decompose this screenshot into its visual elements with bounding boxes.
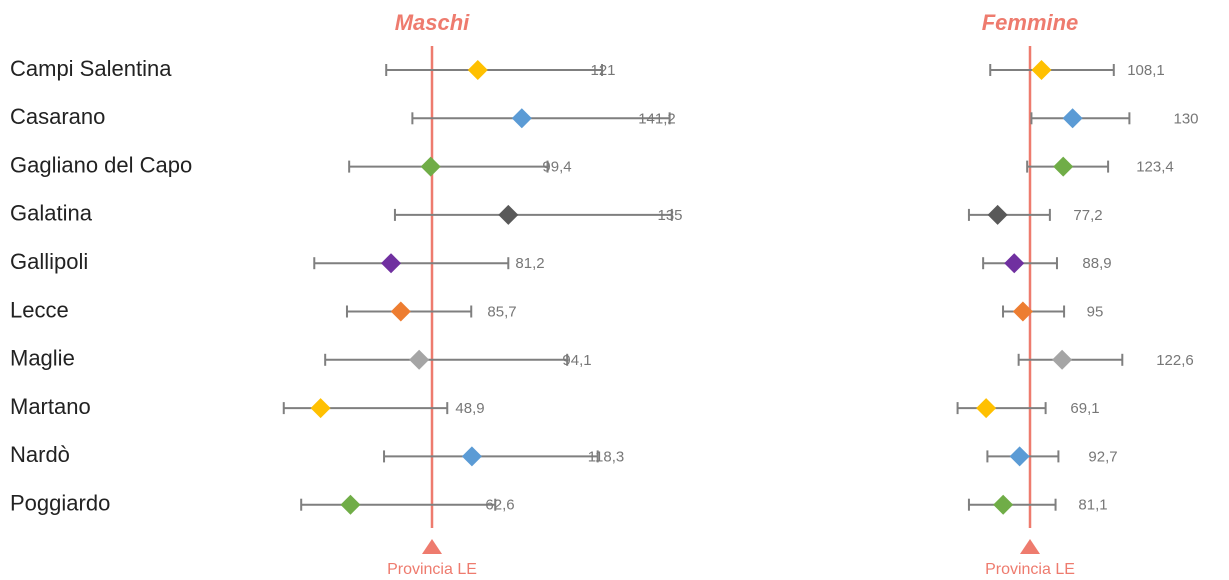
data-row: 92,7: [986, 446, 1118, 467]
data-row: 135: [393, 204, 683, 225]
value-label: 121: [590, 62, 615, 79]
point-marker: [1004, 253, 1025, 274]
value-label: 81,1: [1078, 497, 1107, 514]
point-marker: [390, 301, 411, 322]
category-label: Casarano: [10, 104, 105, 129]
point-marker: [1052, 349, 1073, 370]
data-row: 95: [1002, 301, 1104, 322]
panel-title: Femmine: [982, 10, 1079, 35]
value-label: 62,6: [485, 497, 514, 514]
point-marker: [1012, 301, 1033, 322]
category-label: Nardò: [10, 442, 70, 467]
value-label: 123,4: [1136, 159, 1174, 176]
value-label: 94,1: [562, 352, 591, 369]
point-marker: [511, 108, 532, 129]
data-row: 123,4: [1026, 156, 1174, 177]
value-label: 99,4: [542, 159, 571, 176]
value-label: 77,2: [1073, 207, 1102, 224]
data-row: 141,2: [411, 108, 676, 129]
point-marker: [498, 204, 519, 225]
data-row: 130: [1030, 108, 1199, 129]
value-label: 48,9: [455, 400, 484, 417]
reference-marker: [422, 539, 442, 554]
category-label: Lecce: [10, 297, 69, 322]
category-labels: Campi Salentina Casarano Gagliano del Capo…: [10, 56, 192, 516]
point-marker: [409, 349, 430, 370]
value-label: 92,7: [1088, 448, 1117, 465]
point-marker: [467, 60, 488, 80]
value-label: 135: [657, 207, 682, 224]
point-marker: [987, 204, 1008, 225]
point-marker: [1062, 108, 1083, 129]
data-row: 62,6: [300, 494, 515, 515]
point-marker: [310, 398, 331, 419]
data-row: 121: [385, 60, 616, 80]
reference-label: Provincia LE: [985, 561, 1075, 578]
panel-title: Maschi: [395, 10, 470, 35]
panel-maschi: Maschi Provincia LE 121 141,2 99,4 135 81,2 85,…: [282, 10, 683, 578]
data-row: 88,9: [982, 253, 1112, 274]
category-label: Galatina: [10, 201, 93, 226]
value-label: 141,2: [638, 110, 676, 127]
value-label: 95: [1087, 303, 1104, 320]
point-marker: [976, 398, 997, 419]
data-row: 108,1: [989, 60, 1165, 80]
reference-marker: [1020, 539, 1040, 554]
point-marker: [381, 253, 402, 274]
category-label: Poggiardo: [10, 491, 110, 516]
data-row: 81,2: [313, 253, 545, 274]
point-marker: [461, 446, 482, 467]
data-row: 85,7: [345, 301, 517, 322]
data-row: 81,1: [967, 494, 1108, 515]
value-label: 118,3: [588, 448, 624, 465]
category-label: Maglie: [10, 346, 75, 371]
data-row: 99,4: [348, 156, 572, 177]
reference-label: Provincia LE: [387, 561, 477, 578]
category-label: Gagliano del Capo: [10, 152, 192, 177]
category-label: Gallipoli: [10, 249, 88, 274]
point-marker: [1009, 446, 1030, 467]
data-row: 118,3: [383, 446, 624, 467]
point-marker: [1053, 156, 1074, 177]
point-marker: [420, 156, 441, 177]
point-marker: [993, 494, 1014, 515]
data-row: 77,2: [967, 204, 1103, 225]
data-row: 48,9: [282, 398, 485, 419]
category-label: Martano: [10, 394, 91, 419]
data-row: 122,6: [1017, 349, 1194, 370]
value-label: 88,9: [1082, 255, 1111, 272]
value-label: 69,1: [1070, 400, 1099, 417]
point-marker: [340, 494, 361, 515]
value-label: 81,2: [515, 255, 544, 272]
value-label: 130: [1173, 110, 1198, 127]
data-row: 69,1: [956, 398, 1100, 419]
panel-femmine: Femmine Provincia LE 108,1 130 123,4 77,2 88,9…: [956, 10, 1199, 578]
point-marker: [1031, 60, 1052, 80]
value-label: 108,1: [1127, 62, 1165, 79]
category-label: Campi Salentina: [10, 56, 172, 81]
value-label: 85,7: [487, 303, 516, 320]
value-label: 122,6: [1156, 352, 1194, 369]
data-row: 94,1: [324, 349, 592, 370]
